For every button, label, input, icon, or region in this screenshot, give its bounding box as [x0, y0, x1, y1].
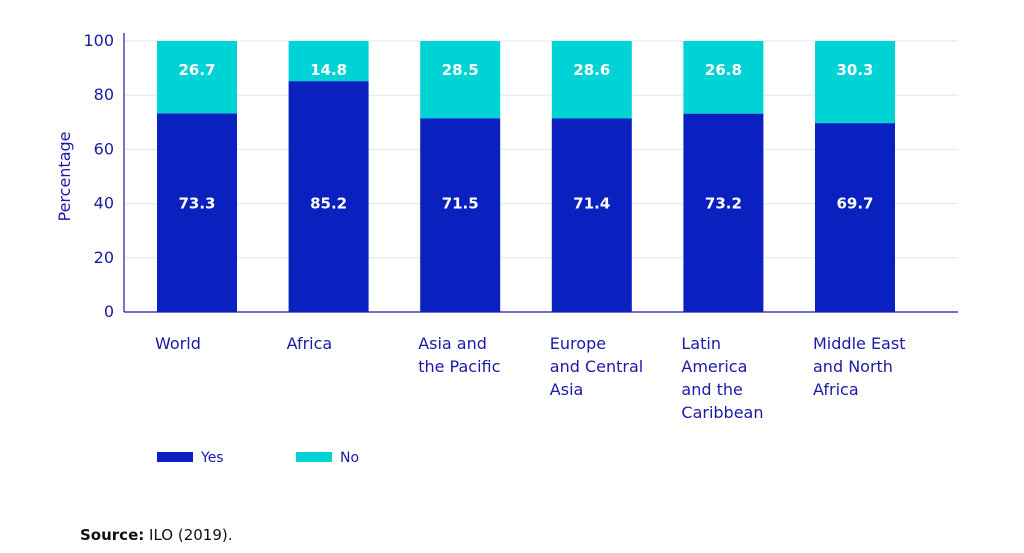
x-category-label-line: and North — [813, 357, 893, 376]
legend-label-yes: Yes — [200, 450, 224, 466]
bar-no — [551, 41, 632, 119]
data-label: 14.8 — [310, 61, 347, 79]
x-category-label-line: and Central — [550, 357, 643, 376]
legend-swatch-no — [296, 452, 332, 462]
x-category-label-line: World — [155, 334, 201, 353]
data-label: 73.2 — [705, 195, 742, 213]
data-label: 73.3 — [178, 195, 215, 213]
y-tick-label: 60 — [94, 139, 114, 158]
x-category-label-line: Middle East — [813, 334, 905, 353]
x-category-label: Middle East and North Africa — [813, 334, 905, 399]
data-label: 28.6 — [573, 61, 610, 79]
x-category-label-line: Europe — [550, 334, 606, 353]
legend-label-no: No — [340, 450, 359, 466]
x-category-label: World — [155, 334, 201, 353]
bar-no — [288, 41, 369, 82]
x-category-label-line: Caribbean — [681, 403, 763, 422]
y-tick-label: 20 — [94, 248, 114, 267]
x-category-label: Latin America and the Caribbean — [681, 334, 763, 422]
x-category-label-line: Africa — [813, 380, 859, 399]
data-label: 69.7 — [836, 195, 873, 213]
x-category-label-line: the Pacific — [418, 357, 500, 376]
source-note: Source: ILO (2019). — [80, 526, 233, 544]
x-category-label-line: Asia and — [418, 334, 487, 353]
source-label: Source: — [80, 526, 145, 544]
x-category-label-line: and the — [681, 380, 742, 399]
x-category-label-line: America — [681, 357, 747, 376]
data-label: 71.4 — [573, 195, 610, 213]
bar-no — [157, 41, 237, 114]
data-label: 26.7 — [178, 61, 215, 79]
bar-yes — [420, 118, 501, 312]
x-category-label-line: Asia — [550, 380, 584, 399]
data-label: 85.2 — [310, 195, 347, 213]
y-tick-label: 0 — [104, 302, 114, 321]
bar-yes — [157, 113, 237, 313]
bar-yes — [288, 81, 369, 312]
bar-yes — [551, 118, 632, 312]
stacked-bar-chart: 0 20 40 60 80 100 Percentage 73.3 26.7 World 85.2 1… — [55, 31, 958, 466]
x-category-label: Africa — [287, 334, 333, 353]
bar-no — [683, 41, 764, 114]
bar-no — [815, 41, 895, 124]
y-tick-label: 40 — [94, 194, 114, 213]
bar-yes — [815, 123, 895, 312]
data-label: 30.3 — [836, 61, 873, 79]
x-category-label: Europe and Central Asia — [550, 334, 643, 399]
data-label: 26.8 — [705, 61, 742, 79]
y-tick-label: 100 — [83, 31, 114, 50]
source-text: ILO (2019). — [149, 526, 233, 544]
bar-no — [420, 41, 501, 119]
x-category-label: Asia and the Pacific — [418, 334, 500, 376]
x-category-label-line: Africa — [287, 334, 333, 353]
legend-swatch-yes — [157, 452, 193, 462]
data-label: 28.5 — [442, 61, 479, 79]
data-label: 71.5 — [442, 195, 479, 213]
x-category-label-line: Latin — [681, 334, 721, 353]
bar-yes — [683, 113, 764, 313]
y-axis-label: Percentage — [55, 131, 74, 221]
y-tick-label: 80 — [94, 85, 114, 104]
